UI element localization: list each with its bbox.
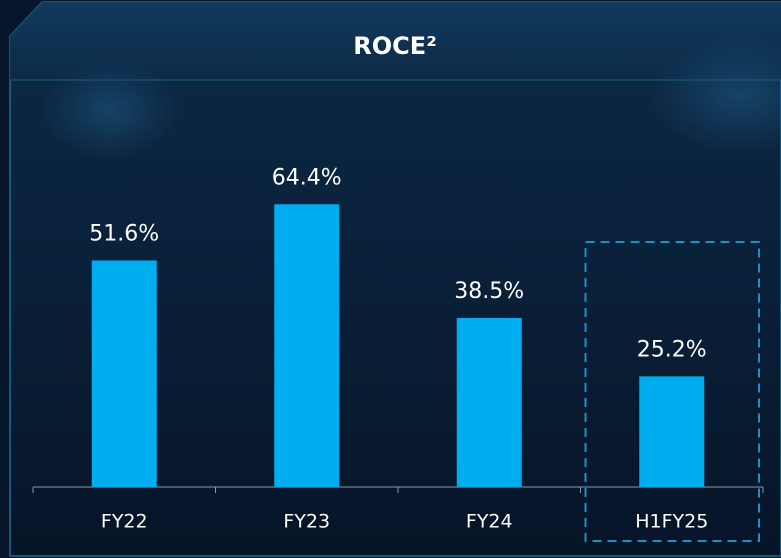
glow — [650, 35, 781, 155]
x-tick-label: FY23 — [283, 511, 330, 533]
value-label: 25.2% — [637, 337, 707, 362]
x-tick-label: H1FY25 — [635, 511, 708, 533]
bar — [639, 376, 705, 487]
x-tick-label: FY22 — [101, 511, 148, 533]
bar — [274, 204, 340, 487]
panel-header — [10, 2, 781, 80]
value-label: 51.6% — [89, 221, 159, 246]
x-tick-label: FY24 — [466, 511, 513, 533]
chart-title: ROCE² — [353, 32, 436, 60]
value-label: 38.5% — [454, 279, 524, 304]
bar — [91, 260, 157, 487]
bar — [456, 317, 522, 487]
value-label: 64.4% — [272, 165, 342, 190]
glow — [40, 60, 180, 160]
highlight-box — [584, 241, 760, 542]
